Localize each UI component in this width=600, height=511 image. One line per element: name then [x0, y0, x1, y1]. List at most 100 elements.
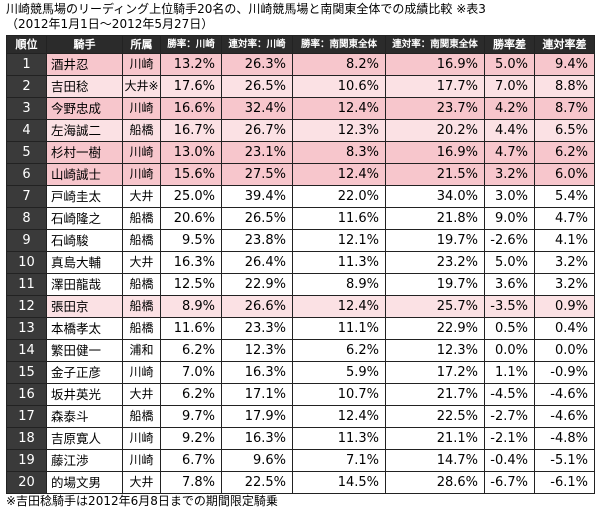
place-rate-kawasaki-cell: 9.6% [221, 449, 293, 472]
place-rate-diff-cell: 3.2% [534, 251, 595, 274]
rank-cell: 2 [6, 75, 47, 98]
place-rate-south-kanto-cell: 22.5% [385, 405, 485, 428]
place-rate-kawasaki-cell: 26.4% [221, 251, 293, 274]
place-rate-kawasaki-cell: 23.3% [221, 317, 293, 340]
jockey-name-cell: 澤田龍哉 [46, 273, 123, 296]
rank-cell: 5 [6, 141, 47, 164]
win-rate-kawasaki-cell: 16.6% [160, 97, 222, 120]
footnote: ※吉田稔騎手は2012年6月8日までの期間限定騎乗 [6, 494, 278, 508]
place-rate-south-kanto-cell: 21.7% [385, 383, 485, 406]
win-rate-south-kanto-cell: 10.7% [292, 383, 386, 406]
place-rate-south-kanto-cell: 16.9% [385, 53, 485, 76]
place-rate-diff-cell: -0.9% [534, 361, 595, 384]
win-rate-south-kanto-cell: 11.3% [292, 427, 386, 450]
win-rate-diff-cell: 3.0% [484, 185, 535, 208]
table-row: 2 吉田稔 大井※ 17.6% 26.5% 10.6% 17.7% 7.0% 8.8% [6, 75, 595, 98]
win-rate-south-kanto-cell: 12.4% [292, 405, 386, 428]
col-header-place-rate-south-kanto: 連対率：南関東全体 [385, 35, 485, 54]
affiliation-cell: 川崎 [122, 141, 161, 164]
place-rate-south-kanto-cell: 21.8% [385, 207, 485, 230]
col-header-place-rate-diff: 連対率差 [534, 35, 595, 54]
table-row: 18 吉原寛人 川崎 9.2% 16.3% 11.3% 21.1% -2.1% -4.8% [6, 427, 595, 450]
affiliation-cell: 大井※ [122, 75, 161, 98]
jockey-name-cell: 今野忠成 [46, 97, 123, 120]
place-rate-diff-cell: 6.0% [534, 163, 595, 186]
jockey-name-cell: 吉原寛人 [46, 427, 123, 450]
jockey-name-cell: 真島大輔 [46, 251, 123, 274]
rank-cell: 17 [6, 405, 47, 428]
place-rate-south-kanto-cell: 14.7% [385, 449, 485, 472]
place-rate-diff-cell: -6.1% [534, 471, 595, 494]
place-rate-diff-cell: -4.6% [534, 383, 595, 406]
place-rate-diff-cell: 0.4% [534, 317, 595, 340]
affiliation-cell: 川崎 [122, 427, 161, 450]
win-rate-south-kanto-cell: 14.5% [292, 471, 386, 494]
win-rate-diff-cell: 4.4% [484, 119, 535, 142]
win-rate-kawasaki-cell: 6.7% [160, 449, 222, 472]
place-rate-kawasaki-cell: 26.7% [221, 119, 293, 142]
win-rate-kawasaki-cell: 25.0% [160, 185, 222, 208]
place-rate-south-kanto-cell: 19.7% [385, 273, 485, 296]
jockey-name-cell: 杉村一樹 [46, 141, 123, 164]
win-rate-diff-cell: 3.6% [484, 273, 535, 296]
win-rate-diff-cell: -4.5% [484, 383, 535, 406]
table-row: 3 今野忠成 川崎 16.6% 32.4% 12.4% 23.7% 4.2% 8.7% [6, 97, 595, 120]
place-rate-kawasaki-cell: 26.5% [221, 207, 293, 230]
jockey-name-cell: 森泰斗 [46, 405, 123, 428]
rank-cell: 19 [6, 449, 47, 472]
win-rate-diff-cell: -2.6% [484, 229, 535, 252]
rank-cell: 11 [6, 273, 47, 296]
jockey-name-cell: 吉田稔 [46, 75, 123, 98]
col-header-affiliation: 所属 [122, 35, 161, 54]
rank-cell: 3 [6, 97, 47, 120]
affiliation-cell: 大井 [122, 471, 161, 494]
place-rate-south-kanto-cell: 17.2% [385, 361, 485, 384]
jockey-name-cell: 戸崎圭太 [46, 185, 123, 208]
place-rate-kawasaki-cell: 26.5% [221, 75, 293, 98]
affiliation-cell: 川崎 [122, 53, 161, 76]
col-header-place-rate-kawasaki: 連対率：川崎 [221, 35, 293, 54]
win-rate-diff-cell: -3.5% [484, 295, 535, 318]
affiliation-cell: 浦和 [122, 339, 161, 362]
win-rate-kawasaki-cell: 7.0% [160, 361, 222, 384]
place-rate-kawasaki-cell: 26.3% [221, 53, 293, 76]
win-rate-diff-cell: 1.1% [484, 361, 535, 384]
jockey-stats-table: 順位 騎手 所属 勝率：川崎 連対率：川崎 勝率：南関東全体 連対率：南関東全体… [6, 35, 595, 494]
rank-cell: 4 [6, 119, 47, 142]
table-row: 6 山崎誠士 川崎 15.6% 27.5% 12.4% 21.5% 3.2% 6.0% [6, 163, 595, 186]
place-rate-kawasaki-cell: 17.9% [221, 405, 293, 428]
table-row: 4 左海誠二 船橋 16.7% 26.7% 12.3% 20.2% 4.4% 6.5% [6, 119, 595, 142]
place-rate-south-kanto-cell: 34.0% [385, 185, 485, 208]
affiliation-cell: 船橋 [122, 317, 161, 340]
place-rate-kawasaki-cell: 32.4% [221, 97, 293, 120]
place-rate-diff-cell: 0.0% [534, 339, 595, 362]
jockey-name-cell: 的場文男 [46, 471, 123, 494]
win-rate-south-kanto-cell: 8.3% [292, 141, 386, 164]
place-rate-diff-cell: 0.9% [534, 295, 595, 318]
rank-cell: 6 [6, 163, 47, 186]
rank-cell: 9 [6, 229, 47, 252]
win-rate-diff-cell: 5.0% [484, 53, 535, 76]
jockey-name-cell: 本橋孝太 [46, 317, 123, 340]
rank-cell: 14 [6, 339, 47, 362]
col-header-jockey: 騎手 [46, 35, 123, 54]
win-rate-south-kanto-cell: 11.6% [292, 207, 386, 230]
win-rate-kawasaki-cell: 6.2% [160, 339, 222, 362]
win-rate-south-kanto-cell: 22.0% [292, 185, 386, 208]
affiliation-cell: 大井 [122, 251, 161, 274]
affiliation-cell: 船橋 [122, 229, 161, 252]
place-rate-south-kanto-cell: 25.7% [385, 295, 485, 318]
affiliation-cell: 船橋 [122, 273, 161, 296]
jockey-name-cell: 左海誠二 [46, 119, 123, 142]
table-row: 17 森泰斗 船橋 9.7% 17.9% 12.4% 22.5% -2.7% -4.6% [6, 405, 595, 428]
win-rate-south-kanto-cell: 11.1% [292, 317, 386, 340]
place-rate-south-kanto-cell: 23.2% [385, 251, 485, 274]
place-rate-kawasaki-cell: 26.6% [221, 295, 293, 318]
place-rate-diff-cell: 4.7% [534, 207, 595, 230]
win-rate-diff-cell: 4.7% [484, 141, 535, 164]
win-rate-kawasaki-cell: 20.6% [160, 207, 222, 230]
place-rate-south-kanto-cell: 23.7% [385, 97, 485, 120]
place-rate-diff-cell: -5.1% [534, 449, 595, 472]
place-rate-south-kanto-cell: 28.6% [385, 471, 485, 494]
affiliation-cell: 大井 [122, 185, 161, 208]
